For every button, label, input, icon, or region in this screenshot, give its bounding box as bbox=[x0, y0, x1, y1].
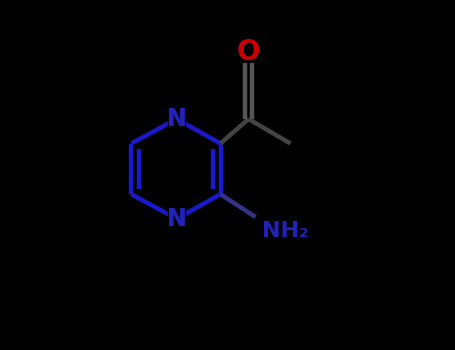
Text: N: N bbox=[167, 207, 187, 231]
Text: N: N bbox=[167, 207, 187, 231]
Text: O: O bbox=[237, 38, 260, 66]
Bar bbox=[168, 210, 186, 228]
Text: N: N bbox=[167, 107, 187, 131]
Text: NH₂: NH₂ bbox=[263, 221, 309, 241]
Text: N: N bbox=[167, 107, 187, 131]
Bar bbox=[168, 110, 186, 128]
